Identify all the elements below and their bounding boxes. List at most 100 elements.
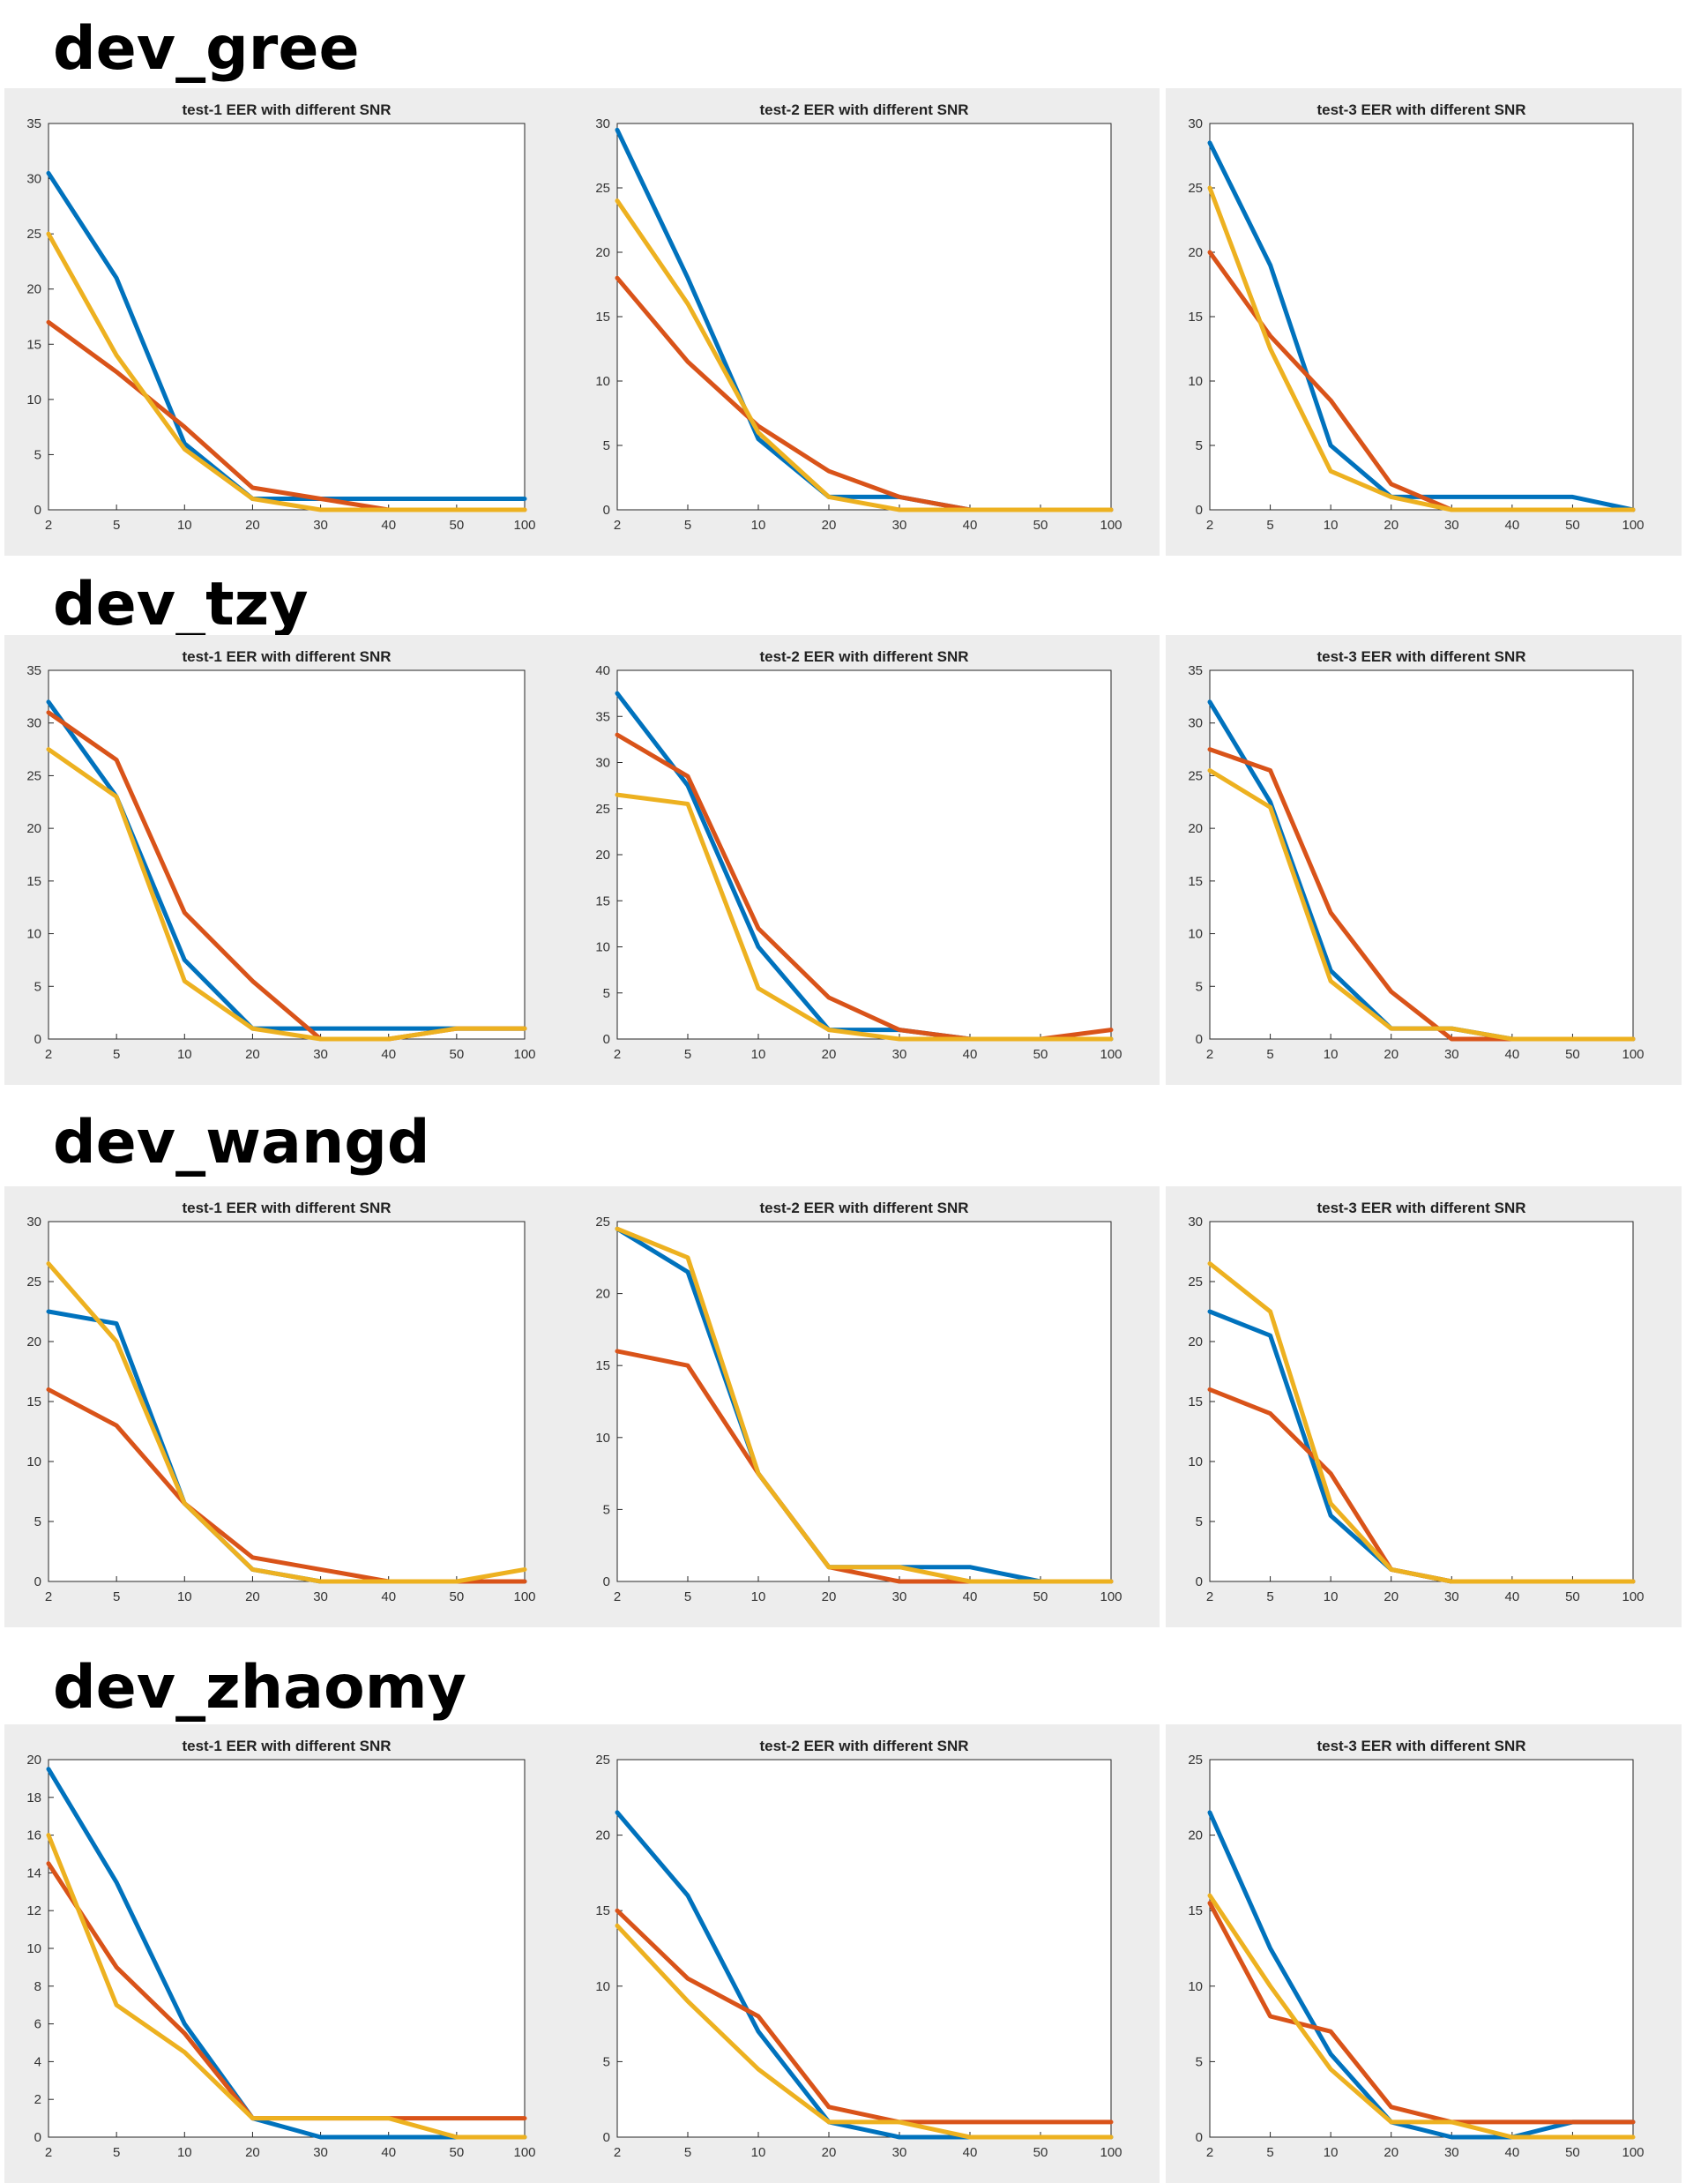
y-tick-label: 0 (1196, 1032, 1203, 1047)
chart-panel: test-2 EER with different SNR 2 5 10 20 30 40 5… (573, 1186, 1160, 1627)
y-tick-label: 20 (26, 1334, 41, 1349)
y-tick-label: 10 (26, 927, 41, 942)
x-tick-label: 5 (1266, 1047, 1273, 1062)
x-tick-label: 2 (45, 518, 52, 533)
x-tick-label: 100 (1622, 518, 1644, 533)
series-line-3 (46, 747, 527, 1042)
x-tick-label: 20 (245, 2145, 260, 2160)
chart-title: test-2 EER with different SNR (759, 1738, 968, 1754)
y-tick-label: 20 (595, 245, 610, 260)
x-tick-label: 30 (1444, 2145, 1459, 2160)
x-tick-label: 10 (751, 1589, 766, 1604)
chart-panel: test-3 EER with different SNR 2 5 10 20 30 40 5… (1166, 88, 1682, 556)
chart-panel: test-3 EER with different SNR 2 5 10 20 30 40 5… (1166, 635, 1682, 1085)
y-tick-label: 30 (595, 116, 610, 131)
plot-area (48, 1759, 526, 2138)
y-tick-label: 35 (26, 663, 41, 678)
y-tick-label: 20 (26, 282, 41, 297)
y-tick-label: 0 (34, 1574, 41, 1589)
plot-area (616, 1221, 1112, 1582)
x-tick-label: 50 (1033, 2145, 1048, 2160)
x-tick-label: 50 (1565, 2145, 1580, 2160)
plot-area (48, 123, 526, 511)
x-tick-label: 2 (45, 1047, 52, 1062)
chart-panel: test-1 EER with different SNR 2 5 10 20 30 40 5… (4, 1724, 573, 2183)
series-line-3 (1207, 1893, 1636, 2140)
y-tick-label: 15 (26, 337, 41, 352)
x-tick-label: 10 (177, 1047, 192, 1062)
y-tick-label: 25 (595, 1753, 610, 1768)
y-tick-label: 10 (26, 1454, 41, 1469)
series-line-2 (615, 1908, 1114, 2125)
x-tick-label: 40 (1505, 518, 1520, 533)
y-tick-label: 10 (595, 1431, 610, 1446)
x-tick-label: 100 (513, 1589, 535, 1604)
chart-panel: test-1 EER with different SNR 2 5 10 20 30 40 5… (4, 635, 573, 1085)
series-line-1 (1207, 1810, 1636, 2140)
y-tick-label: 20 (1188, 245, 1203, 260)
x-tick-label: 5 (113, 518, 120, 533)
y-tick-label: 25 (595, 181, 610, 196)
x-tick-label: 10 (177, 2145, 192, 2160)
plot-area (616, 123, 1112, 511)
y-tick-label: 25 (1188, 768, 1203, 783)
x-tick-label: 100 (513, 2145, 535, 2160)
y-tick-label: 0 (603, 1032, 610, 1047)
x-tick-label: 2 (1206, 1047, 1213, 1062)
chart-title: test-3 EER with different SNR (1316, 1738, 1525, 1754)
series-line-3 (615, 1226, 1114, 1584)
x-tick-label: 5 (1266, 518, 1273, 533)
x-tick-label: 100 (1100, 518, 1122, 533)
x-tick-label: 50 (450, 2145, 465, 2160)
plot-area (48, 1221, 526, 1582)
y-tick-label: 25 (26, 768, 41, 783)
y-tick-label: 35 (26, 116, 41, 131)
x-tick-label: 20 (1384, 1589, 1398, 1604)
x-tick-label: 40 (381, 1047, 396, 1062)
y-tick-label: 5 (1196, 979, 1203, 994)
x-tick-label: 50 (1033, 1589, 1048, 1604)
chart-title: test-3 EER with different SNR (1316, 1200, 1525, 1216)
y-tick-label: 25 (595, 1215, 610, 1230)
x-tick-label: 20 (1384, 1047, 1398, 1062)
y-tick-label: 15 (595, 893, 610, 908)
y-tick-label: 15 (26, 1394, 41, 1409)
chart-panel: test-2 EER with different SNR 2 5 10 20 30 40 5… (573, 635, 1160, 1085)
y-tick-label: 15 (1188, 1903, 1203, 1918)
x-tick-label: 100 (513, 1047, 535, 1062)
x-tick-label: 30 (313, 1047, 328, 1062)
plot-area (48, 669, 526, 1040)
x-tick-label: 100 (1100, 2145, 1122, 2160)
y-tick-label: 18 (26, 1791, 41, 1805)
y-tick-label: 10 (1188, 374, 1203, 389)
x-tick-label: 20 (1384, 2145, 1398, 2160)
y-tick-label: 10 (26, 1941, 41, 1956)
x-tick-label: 30 (892, 518, 907, 533)
y-tick-label: 12 (26, 1903, 41, 1918)
x-tick-label: 5 (684, 518, 691, 533)
x-tick-label: 20 (822, 1589, 837, 1604)
y-tick-label: 30 (26, 716, 41, 731)
x-tick-label: 30 (313, 518, 328, 533)
x-tick-label: 30 (892, 1589, 907, 1604)
y-tick-label: 15 (1188, 874, 1203, 889)
y-tick-label: 30 (26, 172, 41, 187)
plot-area (616, 669, 1112, 1040)
x-tick-label: 10 (1324, 518, 1339, 533)
y-tick-label: 10 (595, 374, 610, 389)
chart-panel: test-3 EER with different SNR 2 5 10 20 30 40 5… (1166, 1186, 1682, 1627)
y-tick-label: 30 (1188, 116, 1203, 131)
y-tick-label: 20 (1188, 821, 1203, 836)
x-tick-label: 5 (1266, 1589, 1273, 1604)
y-tick-label: 40 (595, 663, 610, 678)
x-tick-label: 30 (1444, 1589, 1459, 1604)
x-tick-label: 40 (963, 1047, 978, 1062)
y-tick-label: 0 (34, 2130, 41, 2145)
y-tick-label: 6 (34, 2017, 41, 2032)
x-tick-label: 2 (45, 2145, 52, 2160)
y-tick-label: 15 (26, 874, 41, 889)
series-line-3 (615, 1923, 1114, 2140)
x-tick-label: 30 (313, 1589, 328, 1604)
